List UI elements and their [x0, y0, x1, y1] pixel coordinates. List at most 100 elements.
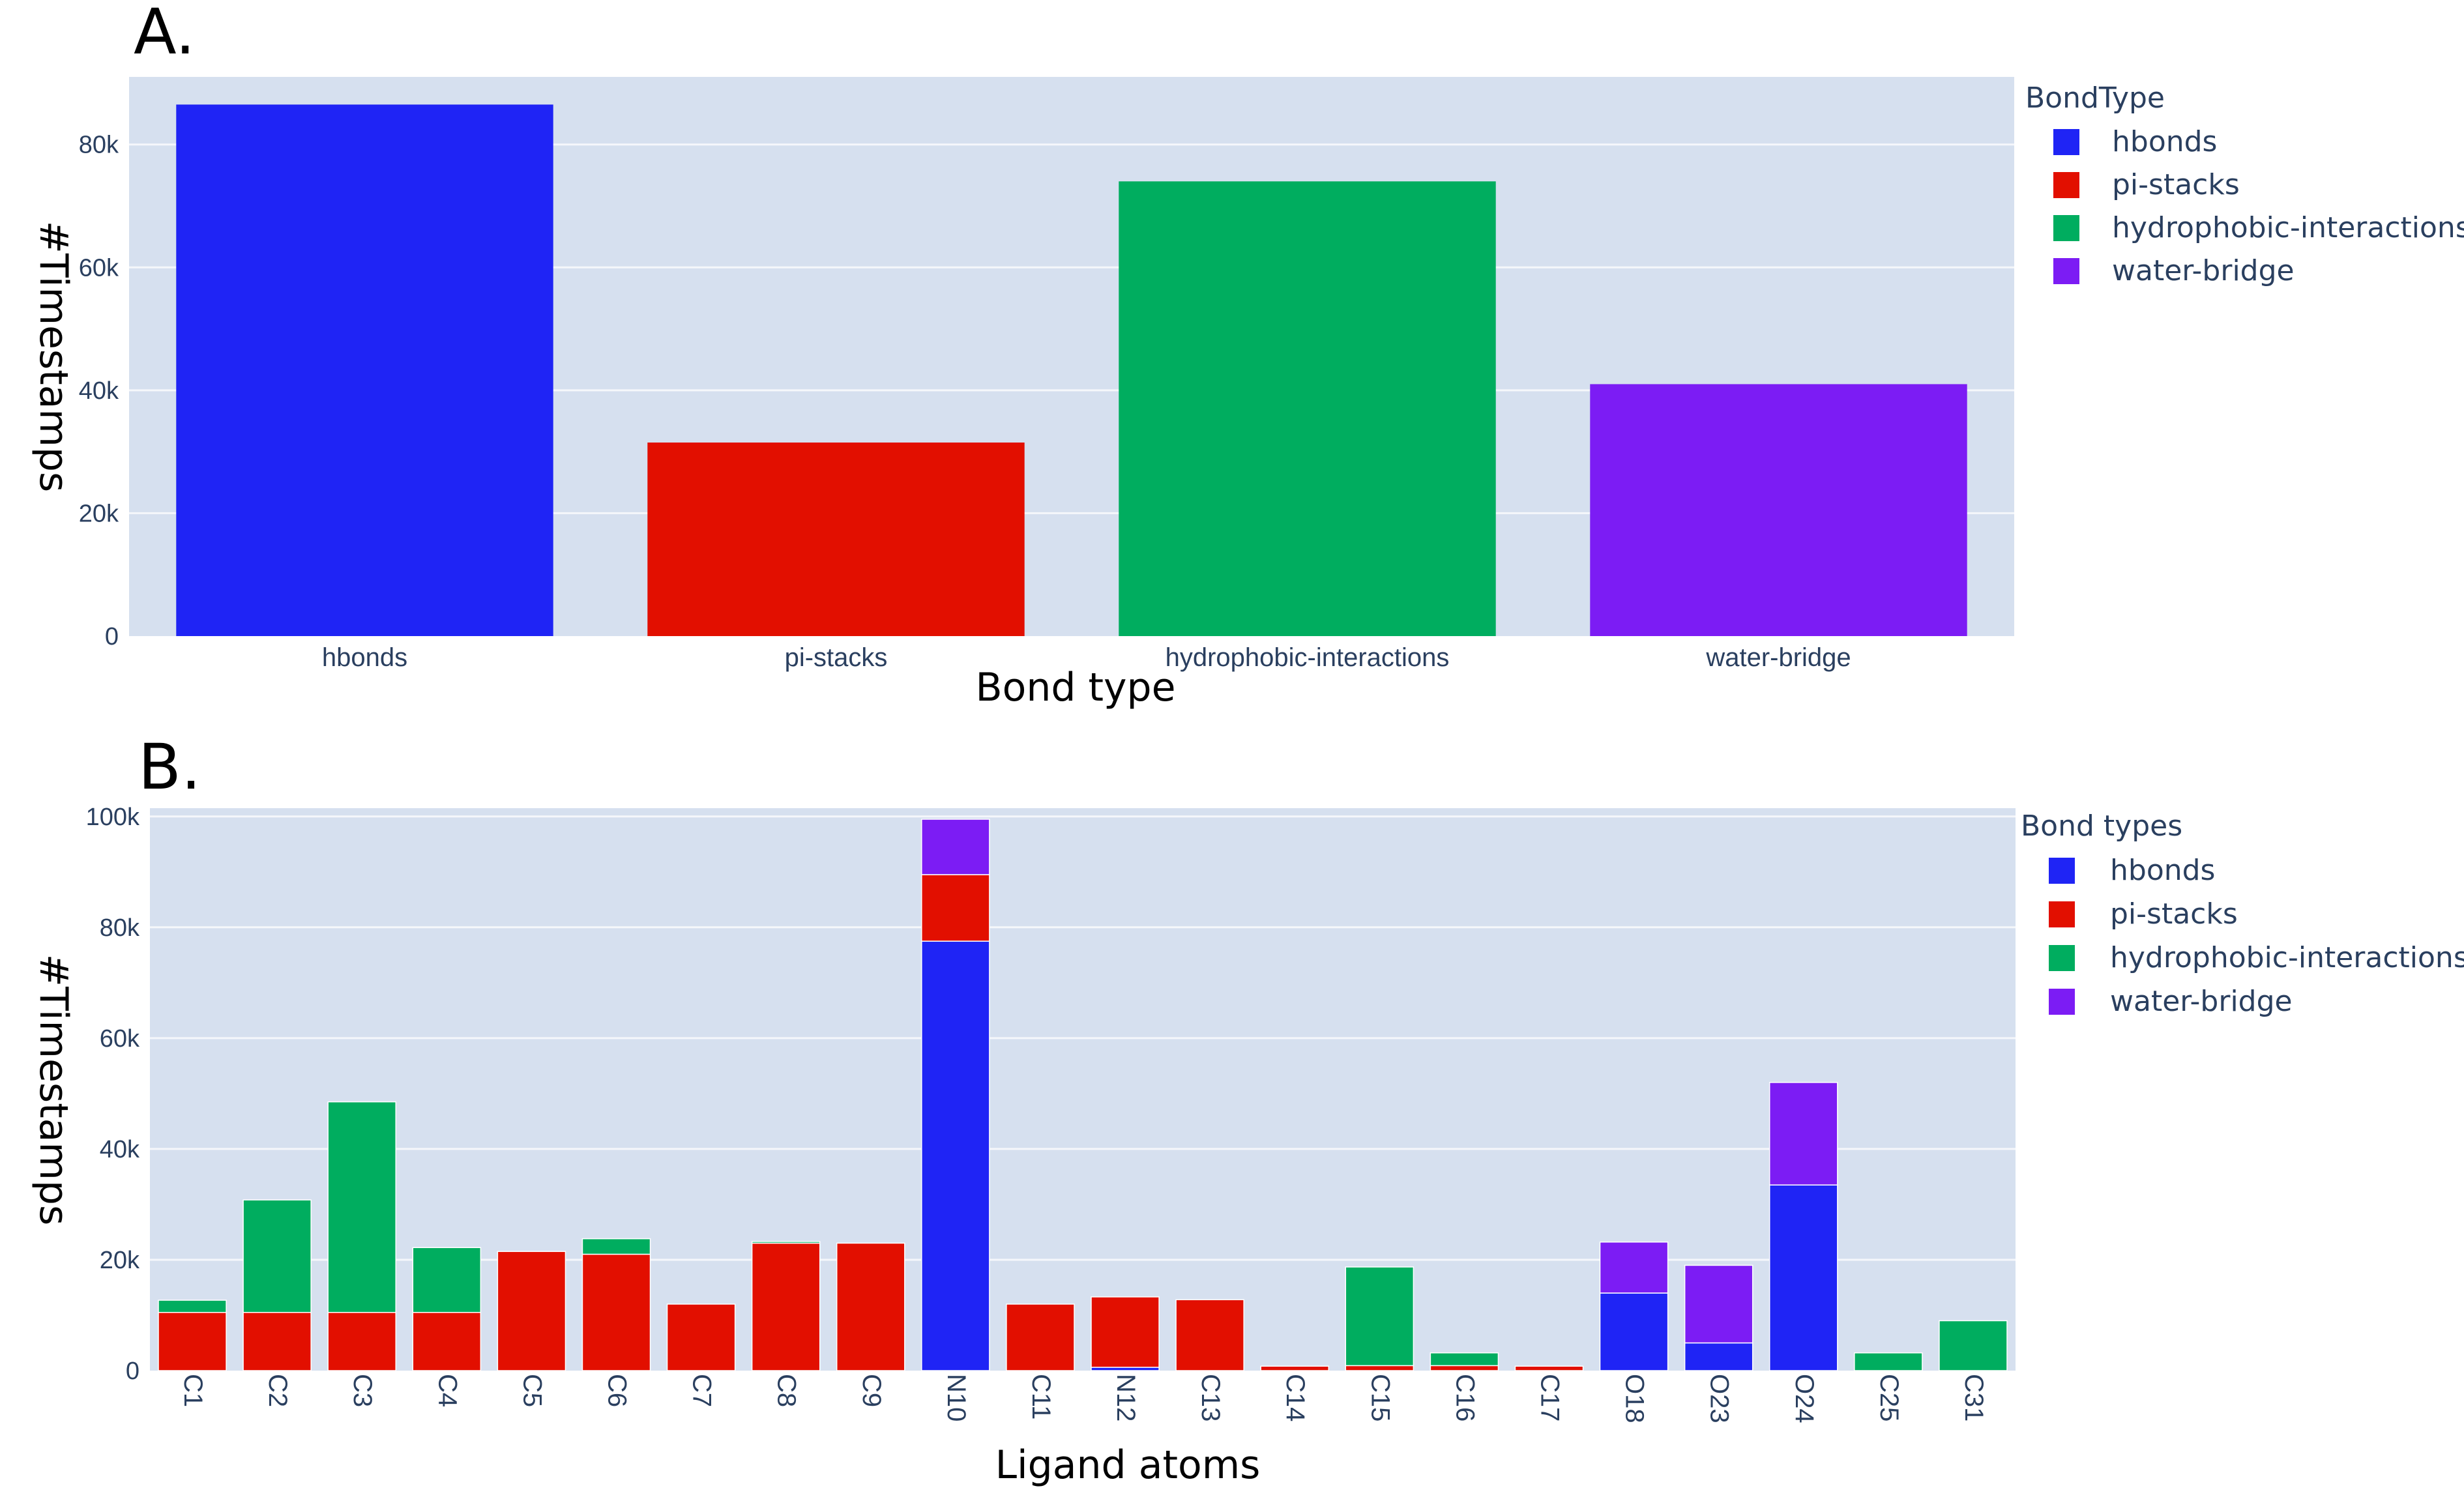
panel-b-y-tick-label: 80k	[100, 914, 140, 942]
panel-b-bar-c31-hydrophobic-interactions	[1939, 1320, 2008, 1371]
panel-b-x-tick-label: C11	[1027, 1374, 1055, 1419]
panel-a-bar-hbonds	[176, 104, 553, 636]
panel-b-bar-n12-hbonds	[1091, 1367, 1160, 1371]
panel-b-y-tick-label: 20k	[100, 1247, 140, 1274]
panel-b-bar-o23-hbonds	[1684, 1342, 1753, 1371]
panel-a-x-tick-label: hbonds	[322, 643, 407, 672]
panel-b-legend-swatch-pi-stacks[interactable]	[2049, 901, 2075, 927]
panel-a-legend-title: BondType	[2025, 81, 2165, 115]
panel-b-x-tick-label: C13	[1196, 1374, 1225, 1421]
panel-a-y-tick-label: 40k	[79, 377, 119, 405]
panel-b-bar-c16-pi-stacks	[1430, 1365, 1499, 1371]
panel-b-legend-label-hbonds[interactable]: hbonds	[2110, 854, 2215, 887]
panel-b-bar-c14-pi-stacks	[1260, 1365, 1330, 1371]
panel-b-bar-o23-water-bridge	[1684, 1264, 1753, 1344]
panel-a-legend-label-water-bridge[interactable]: water-bridge	[2112, 254, 2295, 287]
panel-b-x-tick-label: C8	[772, 1374, 801, 1407]
panel-b-panel-label: B.	[138, 731, 201, 804]
panel-b-bar-c4-pi-stacks	[412, 1311, 482, 1371]
panel-b-bar-c6-hydrophobic-interactions	[581, 1238, 651, 1255]
panel-b-x-tick-label: C14	[1281, 1374, 1310, 1421]
panel-b-bar-c17-pi-stacks	[1514, 1365, 1584, 1371]
panel-a-y-tick-label: 20k	[79, 500, 119, 527]
panel-b-bar-o18-water-bridge	[1599, 1241, 1669, 1294]
panel-b-legend-label-hydrophobic-interactions[interactable]: hydrophobic-interactions	[2110, 941, 2464, 974]
panel-b-bar-c4-hydrophobic-interactions	[412, 1247, 482, 1313]
panel-b-x-tick-label: C1	[179, 1374, 207, 1407]
panel-b-x-tick-label: C16	[1450, 1374, 1479, 1421]
panel-b-bar-c3-hydrophobic-interactions	[327, 1101, 397, 1313]
panel-b-bar-c6-pi-stacks	[581, 1253, 651, 1371]
panel-b-legend-label-pi-stacks[interactable]: pi-stacks	[2110, 897, 2238, 931]
panel-b-bar-c15-hydrophobic-interactions	[1345, 1266, 1415, 1367]
panel-a-y-axis-title: #Timestamps	[31, 221, 76, 492]
panel-b-bar-n10-hbonds	[921, 940, 990, 1371]
panel-b-x-tick-label: N10	[942, 1374, 971, 1421]
panel-b-x-tick-label: C2	[263, 1374, 292, 1407]
panel-b-x-tick-label: O18	[1621, 1374, 1649, 1423]
panel-a-legend-swatch-water-bridge[interactable]	[2053, 258, 2079, 284]
panel-b-bar-c2-pi-stacks	[242, 1311, 312, 1371]
panel-a-panel-label: A.	[134, 0, 196, 68]
panel-b-x-tick-label: C7	[688, 1374, 716, 1407]
panel-b-x-tick-label: C4	[433, 1374, 462, 1407]
panel-a-y-tick-label: 60k	[79, 254, 119, 282]
panel-b-bar-c1-pi-stacks	[158, 1311, 227, 1371]
panel-b-bar-c1-hydrophobic-interactions	[158, 1300, 227, 1313]
panel-b-bar-c8-pi-stacks	[751, 1242, 821, 1371]
panel-a-bar-hydrophobic-interactions	[1119, 181, 1496, 636]
panel-b-y-axis-title: #Timestamps	[31, 954, 76, 1225]
panel-b-x-tick-label: O23	[1705, 1374, 1734, 1423]
panel-b-bar-c2-hydrophobic-interactions	[242, 1199, 312, 1313]
panel-b-x-tick-label: O24	[1790, 1374, 1819, 1423]
panel-a-legend-swatch-hbonds[interactable]	[2053, 129, 2079, 155]
panel-b-legend-swatch-hbonds[interactable]	[2049, 858, 2075, 884]
panel-b-x-tick-label: C25	[1875, 1374, 1903, 1421]
panel-b-y-tick-label: 100k	[86, 804, 140, 831]
panel-a-x-axis-title: Bond type	[975, 665, 1175, 710]
panel-a-legend-label-pi-stacks[interactable]: pi-stacks	[2112, 168, 2240, 201]
panel-b-x-tick-label: C15	[1366, 1374, 1394, 1421]
panel-a-legend-label-hydrophobic-interactions[interactable]: hydrophobic-interactions	[2112, 211, 2464, 244]
panel-b-bar-c3-pi-stacks	[327, 1311, 397, 1371]
panel-b-x-tick-label: C3	[348, 1374, 377, 1407]
panel-b-legend-label-water-bridge[interactable]: water-bridge	[2110, 985, 2293, 1018]
panel-b-bar-c13-pi-stacks	[1175, 1299, 1244, 1371]
panel-a-x-tick-label: hydrophobic-interactions	[1166, 643, 1450, 672]
panel-a-y-tick-label: 80k	[79, 132, 119, 159]
panel-b-bar-c16-hydrophobic-interactions	[1430, 1352, 1499, 1367]
panel-b-x-tick-label: C5	[518, 1374, 546, 1407]
panel-b-x-tick-label: N12	[1111, 1374, 1140, 1421]
panel-a-bar-water-bridge	[1590, 384, 1967, 636]
panel-b-x-tick-label: C17	[1536, 1374, 1564, 1421]
panel-a-x-tick-label: pi-stacks	[785, 643, 888, 672]
panel-a-legend-label-hbonds[interactable]: hbonds	[2112, 125, 2217, 158]
panel-b-bar-o24-hbonds	[1768, 1184, 1838, 1371]
panel-b-legend-title: Bond types	[2021, 809, 2182, 843]
panel-a-legend-swatch-pi-stacks[interactable]	[2053, 172, 2079, 198]
panel-b-bar-c11-pi-stacks	[1006, 1303, 1075, 1371]
panel-b-y-tick-label: 40k	[100, 1136, 140, 1163]
panel-a-y-tick-label: 0	[105, 623, 119, 650]
panel-b-bar-o24-water-bridge	[1768, 1082, 1838, 1186]
panel-b-legend-swatch-water-bridge[interactable]	[2049, 989, 2075, 1015]
panel-b-bar-c9-pi-stacks	[836, 1242, 905, 1371]
panel-b-bar-c8-hydrophobic-interactions	[751, 1241, 821, 1244]
panel-b-bar-c25-hydrophobic-interactions	[1854, 1352, 1923, 1371]
panel-b-bar-c7-pi-stacks	[666, 1303, 736, 1371]
panel-b-x-axis-title: Ligand atoms	[995, 1442, 1261, 1488]
panel-a-x-tick-label: water-bridge	[1705, 643, 1851, 672]
panel-b-legend-swatch-hydrophobic-interactions[interactable]	[2049, 945, 2075, 971]
panel-b-y-tick-label: 0	[126, 1358, 139, 1385]
panel-b-bar-n12-pi-stacks	[1091, 1296, 1160, 1368]
panel-a-bar-pi-stacks	[647, 443, 1025, 636]
panel-a-legend-swatch-hydrophobic-interactions[interactable]	[2053, 215, 2079, 241]
panel-b-bar-n10-water-bridge	[921, 819, 990, 875]
panel-b-x-tick-label: C6	[603, 1374, 632, 1407]
panel-b-y-tick-label: 60k	[100, 1025, 140, 1053]
panel-b-bar-o18-hbonds	[1599, 1292, 1669, 1371]
panel-b-x-tick-label: C31	[1959, 1374, 1988, 1421]
panel-b-bar-c15-pi-stacks	[1345, 1365, 1415, 1371]
panel-b-x-tick-label: C9	[857, 1374, 886, 1407]
